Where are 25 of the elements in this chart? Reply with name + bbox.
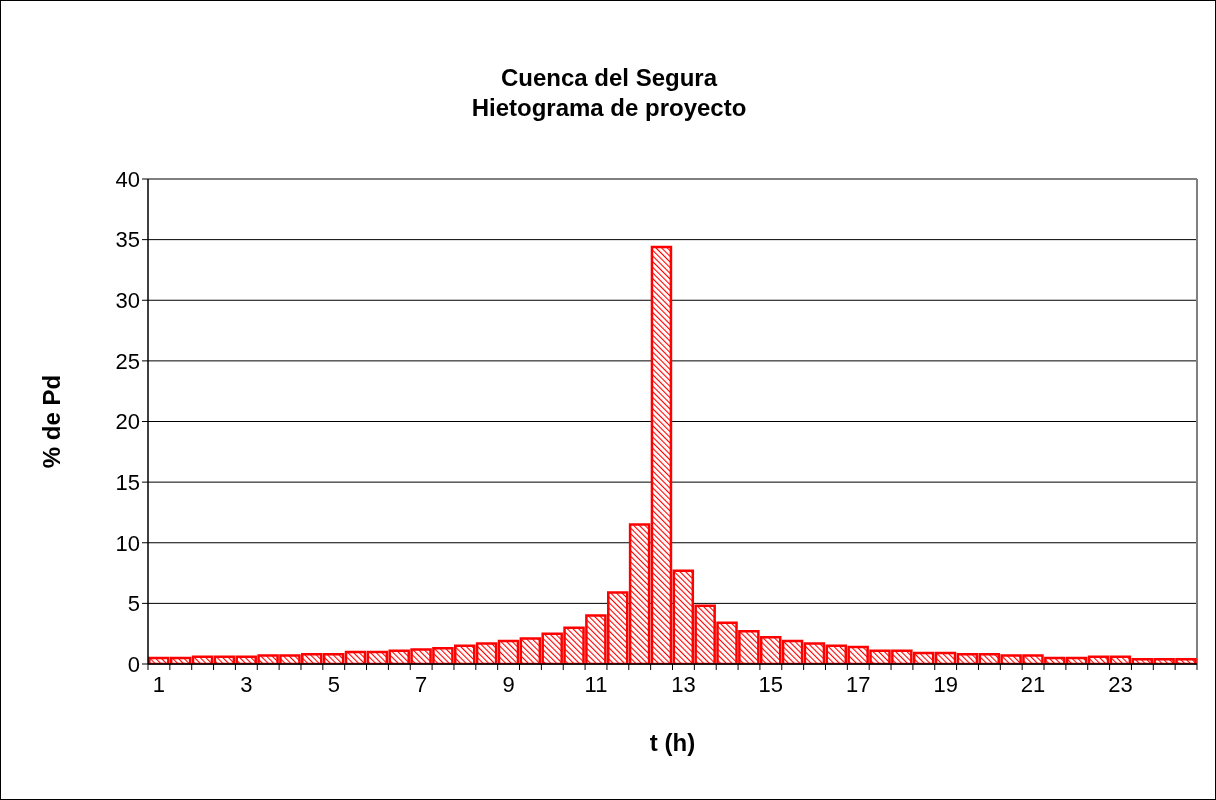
x-tick-label: 21 [1020, 672, 1046, 697]
y-tick-label: 15 [115, 469, 140, 495]
y-tick-label: 0 [127, 651, 140, 677]
chart-subtitle: Hietograma de proyecto [470, 93, 748, 123]
x-tick-label: 3 [240, 672, 253, 697]
x-tick-label: 19 [933, 672, 958, 697]
x-tick-label: 15 [758, 672, 784, 697]
y-tick-label: 25 [115, 348, 140, 374]
x-tick-label: 11 [584, 672, 608, 697]
x-tick-label: 5 [327, 672, 340, 697]
x-tick-label: 9 [502, 672, 515, 697]
x-axis-title: t (h) [649, 729, 696, 756]
x-tick-label: 13 [671, 672, 696, 697]
y-tick-label: 10 [115, 530, 140, 556]
y-tick-label: 20 [115, 409, 140, 435]
chart-title: Cuenca del Segura [499, 63, 719, 93]
x-tick-label: 1 [152, 672, 166, 697]
x-tick-label: 7 [415, 672, 428, 697]
x-tick-label: 17 [846, 672, 871, 697]
y-tick-label: 30 [115, 288, 140, 314]
x-tick-label: 23 [1108, 672, 1133, 697]
y-tick-label: 40 [115, 166, 140, 192]
y-tick-label: 35 [115, 227, 140, 253]
y-axis-title: % de Pd [37, 374, 65, 469]
y-tick-label: 5 [127, 591, 140, 617]
